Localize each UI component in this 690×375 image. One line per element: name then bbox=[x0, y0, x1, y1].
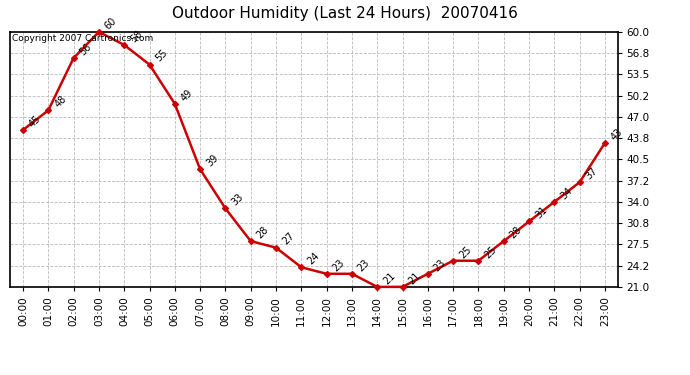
Text: 45: 45 bbox=[27, 113, 43, 129]
Text: 49: 49 bbox=[179, 87, 195, 103]
Text: 23: 23 bbox=[356, 257, 372, 273]
Text: 23: 23 bbox=[331, 257, 346, 273]
Text: 21: 21 bbox=[382, 270, 397, 286]
Text: 25: 25 bbox=[457, 244, 473, 260]
Text: 31: 31 bbox=[533, 205, 549, 221]
Text: 28: 28 bbox=[255, 225, 270, 240]
Text: 39: 39 bbox=[204, 153, 220, 168]
Text: 60: 60 bbox=[103, 15, 119, 31]
Text: 33: 33 bbox=[230, 192, 246, 208]
Text: 21: 21 bbox=[406, 270, 422, 286]
Text: Outdoor Humidity (Last 24 Hours)  20070416: Outdoor Humidity (Last 24 Hours) 2007041… bbox=[172, 6, 518, 21]
Text: 28: 28 bbox=[508, 225, 524, 240]
Text: 43: 43 bbox=[609, 126, 625, 142]
Text: 25: 25 bbox=[482, 244, 498, 260]
Text: 56: 56 bbox=[78, 41, 94, 57]
Text: 23: 23 bbox=[432, 257, 448, 273]
Text: 27: 27 bbox=[280, 231, 296, 247]
Text: 55: 55 bbox=[154, 48, 170, 64]
Text: Copyright 2007 Cartronics.com: Copyright 2007 Cartronics.com bbox=[12, 34, 152, 44]
Text: 34: 34 bbox=[558, 185, 574, 201]
Text: 48: 48 bbox=[52, 94, 68, 110]
Text: 58: 58 bbox=[128, 28, 144, 44]
Text: 37: 37 bbox=[584, 166, 600, 182]
Text: 24: 24 bbox=[306, 251, 322, 267]
